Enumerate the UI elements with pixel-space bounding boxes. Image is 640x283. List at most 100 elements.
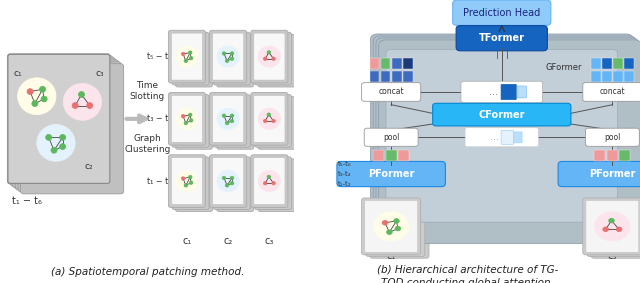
FancyBboxPatch shape bbox=[517, 86, 526, 98]
Text: (a) Spatiotemporal patching method.: (a) Spatiotemporal patching method. bbox=[51, 267, 244, 277]
FancyBboxPatch shape bbox=[213, 32, 250, 85]
FancyBboxPatch shape bbox=[213, 157, 250, 209]
Text: ...: ... bbox=[490, 132, 499, 142]
FancyBboxPatch shape bbox=[364, 128, 418, 146]
Circle shape bbox=[60, 144, 66, 149]
Circle shape bbox=[184, 184, 188, 187]
FancyBboxPatch shape bbox=[254, 157, 291, 209]
Text: t₅ − t₆: t₅ − t₆ bbox=[147, 52, 171, 61]
Circle shape bbox=[230, 181, 234, 185]
Bar bbox=[403, 71, 413, 82]
Circle shape bbox=[184, 121, 188, 125]
Bar bbox=[595, 150, 605, 161]
Circle shape bbox=[267, 51, 271, 54]
Circle shape bbox=[267, 113, 271, 116]
Circle shape bbox=[32, 101, 38, 106]
Circle shape bbox=[181, 52, 185, 56]
Circle shape bbox=[222, 176, 226, 180]
FancyBboxPatch shape bbox=[258, 97, 295, 149]
Circle shape bbox=[79, 92, 84, 97]
FancyBboxPatch shape bbox=[15, 60, 118, 190]
Circle shape bbox=[225, 121, 229, 125]
FancyBboxPatch shape bbox=[175, 34, 212, 87]
FancyBboxPatch shape bbox=[210, 155, 246, 207]
Circle shape bbox=[222, 114, 226, 117]
FancyBboxPatch shape bbox=[212, 95, 244, 142]
Text: t₅-t₆: t₅-t₆ bbox=[338, 161, 351, 167]
Circle shape bbox=[217, 171, 239, 192]
Bar bbox=[591, 58, 600, 69]
FancyBboxPatch shape bbox=[172, 157, 209, 209]
FancyBboxPatch shape bbox=[251, 155, 288, 207]
Circle shape bbox=[264, 119, 267, 123]
Circle shape bbox=[230, 119, 234, 123]
Bar bbox=[613, 71, 623, 82]
Text: PFormer: PFormer bbox=[589, 169, 636, 179]
Bar bbox=[607, 150, 618, 161]
FancyBboxPatch shape bbox=[175, 97, 212, 149]
Circle shape bbox=[374, 212, 409, 241]
Circle shape bbox=[395, 226, 401, 231]
Circle shape bbox=[189, 175, 192, 179]
FancyBboxPatch shape bbox=[465, 128, 538, 147]
Bar bbox=[386, 150, 397, 161]
Text: c₂: c₂ bbox=[84, 162, 93, 171]
Circle shape bbox=[595, 212, 630, 241]
Bar bbox=[381, 71, 390, 82]
Bar bbox=[370, 71, 380, 82]
Text: GFormer: GFormer bbox=[546, 63, 582, 72]
Circle shape bbox=[222, 52, 226, 55]
Bar bbox=[392, 58, 401, 69]
FancyBboxPatch shape bbox=[212, 158, 244, 205]
Text: TFormer: TFormer bbox=[479, 33, 525, 43]
Circle shape bbox=[37, 125, 75, 161]
Circle shape bbox=[259, 108, 280, 129]
Text: ......: ...... bbox=[491, 220, 513, 230]
Circle shape bbox=[189, 119, 193, 122]
Circle shape bbox=[272, 57, 275, 60]
Circle shape bbox=[40, 86, 45, 92]
Text: t₁-t₂: t₁-t₂ bbox=[338, 181, 351, 187]
FancyBboxPatch shape bbox=[514, 132, 522, 143]
FancyBboxPatch shape bbox=[172, 33, 202, 80]
Circle shape bbox=[603, 227, 609, 231]
Circle shape bbox=[225, 184, 229, 187]
Circle shape bbox=[272, 119, 275, 123]
FancyBboxPatch shape bbox=[254, 158, 285, 205]
Circle shape bbox=[181, 177, 185, 180]
Bar bbox=[381, 58, 390, 69]
FancyBboxPatch shape bbox=[254, 33, 285, 80]
FancyBboxPatch shape bbox=[452, 0, 551, 25]
FancyBboxPatch shape bbox=[217, 159, 254, 211]
Circle shape bbox=[267, 175, 271, 179]
Text: CFormer: CFormer bbox=[479, 110, 525, 120]
Text: t₃ − t₄: t₃ − t₄ bbox=[147, 114, 172, 123]
FancyBboxPatch shape bbox=[379, 40, 640, 244]
FancyBboxPatch shape bbox=[337, 161, 445, 187]
FancyBboxPatch shape bbox=[254, 32, 291, 85]
Text: c₂: c₂ bbox=[223, 235, 233, 246]
FancyBboxPatch shape bbox=[370, 201, 429, 258]
Circle shape bbox=[259, 46, 280, 67]
Bar bbox=[602, 58, 612, 69]
Circle shape bbox=[217, 46, 239, 67]
Circle shape bbox=[230, 176, 234, 180]
FancyBboxPatch shape bbox=[172, 95, 202, 142]
Circle shape bbox=[264, 181, 267, 185]
Circle shape bbox=[264, 57, 267, 60]
Circle shape bbox=[18, 78, 56, 115]
Circle shape bbox=[225, 59, 229, 63]
FancyBboxPatch shape bbox=[168, 155, 205, 207]
Circle shape bbox=[609, 218, 614, 223]
Circle shape bbox=[230, 114, 234, 117]
FancyBboxPatch shape bbox=[168, 30, 205, 83]
Bar bbox=[624, 58, 634, 69]
Bar bbox=[613, 58, 623, 69]
FancyBboxPatch shape bbox=[258, 159, 295, 211]
FancyBboxPatch shape bbox=[254, 95, 285, 142]
FancyBboxPatch shape bbox=[501, 84, 516, 100]
Circle shape bbox=[259, 171, 280, 192]
Circle shape bbox=[184, 59, 188, 63]
FancyBboxPatch shape bbox=[365, 200, 418, 252]
FancyBboxPatch shape bbox=[18, 62, 121, 192]
